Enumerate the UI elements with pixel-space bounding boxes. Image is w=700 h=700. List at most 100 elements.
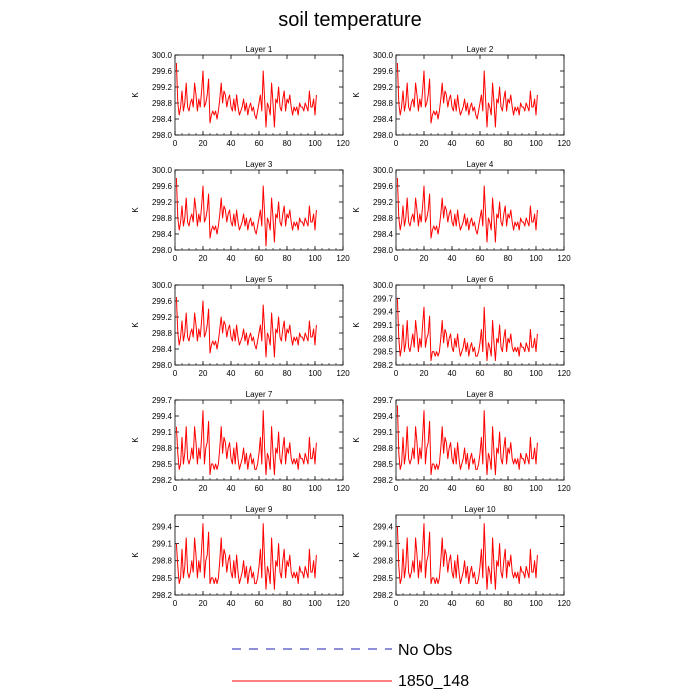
x-tick-label: 0: [173, 139, 178, 148]
plot-frame: [174, 54, 344, 136]
legend-label-1850-148: 1850_148: [398, 673, 469, 690]
y-tick-label: 299.6: [373, 67, 394, 76]
y-tick-label: 300.0: [373, 166, 394, 175]
y-tick-label: 298.8: [373, 214, 394, 223]
y-tick-label: 298.8: [152, 214, 173, 223]
plot-frame: [395, 54, 565, 136]
panel-layer-7: Layer 7 0 20 40 60 80 100 120 298.2 298.5 298.8 299…: [131, 390, 350, 493]
x-tick-label: 120: [336, 254, 350, 263]
x-tick-label: 20: [420, 139, 429, 148]
y-axis-label: K: [352, 207, 361, 213]
x-tick-label: 120: [336, 599, 350, 608]
y-tick-label: 299.2: [152, 313, 173, 322]
y-tick-label: 299.4: [373, 522, 394, 531]
y-tick-label: 298.0: [152, 131, 173, 140]
figure-title: soil temperature: [278, 9, 421, 31]
x-tick-label: 40: [448, 484, 457, 493]
y-axis-label: K: [131, 552, 140, 558]
x-tick-label: 60: [255, 254, 264, 263]
plot-frame: [174, 399, 344, 481]
x-tick-label: 60: [255, 599, 264, 608]
y-tick-label: 298.8: [373, 99, 394, 108]
y-tick-label: 299.2: [152, 83, 173, 92]
panel-layer-8: Layer 8 0 20 40 60 80 100 120 298.2 298.5 298.8 299…: [352, 390, 571, 493]
x-tick-label: 40: [448, 369, 457, 378]
x-tick-label: 100: [529, 139, 543, 148]
y-axis-label: K: [131, 207, 140, 213]
x-tick-label: 40: [448, 139, 457, 148]
y-tick-label: 298.5: [152, 460, 173, 469]
y-tick-label: 298.2: [373, 476, 394, 485]
y-tick-label: 298.8: [152, 557, 173, 566]
panel-title: Layer 4: [467, 160, 494, 169]
y-tick-label: 298.2: [152, 591, 173, 600]
x-tick-label: 100: [308, 599, 322, 608]
x-tick-label: 20: [199, 599, 208, 608]
panel-title: Layer 3: [246, 160, 273, 169]
x-tick-label: 0: [394, 254, 399, 263]
x-tick-label: 40: [448, 599, 457, 608]
x-tick-label: 100: [308, 139, 322, 148]
y-tick-label: 298.4: [152, 345, 173, 354]
x-tick-label: 100: [529, 369, 543, 378]
y-tick-label: 299.4: [152, 522, 173, 531]
y-tick-label: 298.4: [373, 230, 394, 239]
panel-title: Layer 10: [464, 505, 496, 514]
x-tick-label: 100: [529, 484, 543, 493]
plot-frame: [174, 169, 344, 251]
panels-grid: Layer 10 20 40 60 80 100 120 298.0 298.4 298.8 299…: [131, 45, 571, 608]
x-tick-label: 40: [227, 599, 236, 608]
series-line-1850-148: [175, 177, 317, 247]
y-tick-label: 298.8: [152, 329, 173, 338]
x-tick-label: 120: [557, 369, 571, 378]
x-tick-label: 20: [420, 484, 429, 493]
x-tick-label: 60: [476, 254, 485, 263]
x-tick-label: 20: [199, 369, 208, 378]
x-tick-label: 40: [227, 369, 236, 378]
x-tick-label: 0: [173, 484, 178, 493]
plot-frame: [174, 284, 344, 366]
x-tick-label: 0: [394, 139, 399, 148]
y-axis-label: K: [352, 552, 361, 558]
panel-title: Layer 9: [246, 505, 273, 514]
y-tick-label: 299.7: [373, 294, 394, 303]
x-tick-label: 120: [557, 139, 571, 148]
x-tick-label: 80: [504, 599, 513, 608]
y-tick-label: 298.8: [152, 444, 173, 453]
series-line-1850-148: [175, 523, 317, 590]
y-tick-label: 298.4: [152, 115, 173, 124]
x-tick-label: 80: [283, 369, 292, 378]
y-axis-label: K: [352, 322, 361, 328]
y-axis-label: K: [131, 322, 140, 328]
plot-frame: [395, 399, 565, 481]
x-tick-label: 120: [336, 484, 350, 493]
y-tick-label: 298.5: [152, 574, 173, 583]
x-tick-label: 120: [557, 484, 571, 493]
series-line-1850-148: [175, 296, 317, 358]
panel-title: Layer 7: [246, 390, 273, 399]
y-tick-label: 298.2: [373, 591, 394, 600]
x-tick-label: 60: [255, 369, 264, 378]
y-tick-label: 300.0: [152, 281, 173, 290]
x-tick-label: 60: [476, 484, 485, 493]
series-line-1850-148: [396, 177, 538, 243]
y-tick-label: 298.8: [373, 444, 394, 453]
panel-layer-5: Layer 5 0 20 40 60 80 100 120 298.0 298.4 298.8 299…: [131, 275, 350, 378]
panel-title: Layer 6: [467, 275, 494, 284]
x-tick-label: 60: [255, 139, 264, 148]
y-tick-label: 299.1: [373, 540, 394, 549]
panel-layer-3: Layer 3 0 20 40 60 80 100 120 298.0 298.4 298.8 299…: [131, 160, 350, 263]
y-tick-label: 299.6: [373, 182, 394, 191]
series-line-1850-148: [175, 62, 317, 128]
y-axis-label: K: [131, 437, 140, 443]
x-tick-label: 120: [336, 369, 350, 378]
plot-frame: [395, 514, 565, 596]
x-tick-label: 100: [529, 599, 543, 608]
legend: No Obs 1850_148: [232, 642, 469, 690]
panel-layer-1: Layer 1 0 20 40 60 80 100 120 298.0 298.4 298.8 299…: [131, 45, 350, 148]
x-tick-label: 20: [420, 369, 429, 378]
x-tick-label: 100: [529, 254, 543, 263]
y-tick-label: 300.0: [152, 51, 173, 60]
x-tick-label: 80: [283, 139, 292, 148]
y-tick-label: 298.8: [373, 557, 394, 566]
